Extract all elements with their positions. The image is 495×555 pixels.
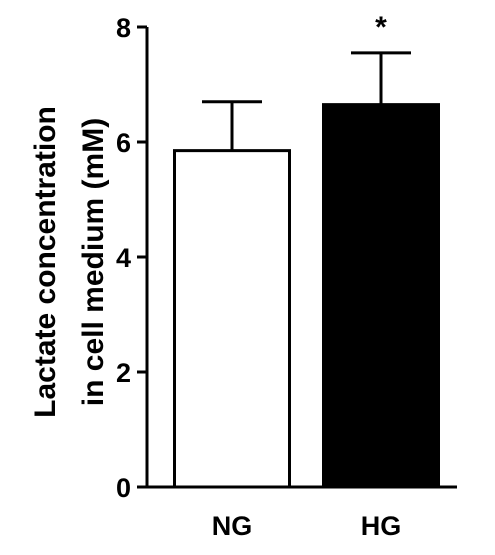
error-bars-layer	[202, 51, 411, 151]
bar-hg	[322, 103, 440, 489]
y-axis-title: Lactate concentration in cell medium (mM…	[29, 106, 110, 418]
y-axis-title-line-2: in cell medium (mM)	[77, 118, 110, 406]
y-tick-label-4: 4	[116, 243, 131, 273]
bar-ng	[173, 149, 291, 489]
y-tick-label-6: 6	[116, 128, 131, 158]
axes-layer	[137, 25, 457, 489]
y-tick-label-0: 0	[116, 473, 131, 503]
bars-layer	[173, 103, 440, 489]
labels-layer: NG HG * 0 2 4 6 8	[116, 11, 401, 541]
x-tick-label-ng: NG	[212, 511, 253, 541]
y-axis-title-line-1: Lactate concentration	[29, 106, 62, 418]
x-tick-label-hg: HG	[361, 511, 402, 541]
y-tick-label-2: 2	[116, 358, 131, 388]
significance-marker-hg: *	[375, 11, 387, 44]
y-tick-label-8: 8	[116, 13, 131, 43]
